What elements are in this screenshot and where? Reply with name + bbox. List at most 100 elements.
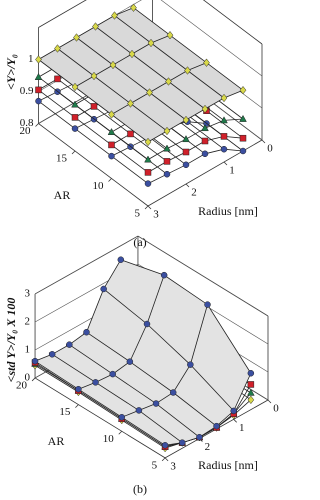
tick-mark [267, 399, 272, 404]
marker [147, 38, 155, 48]
tick-mark [147, 205, 152, 210]
marker [220, 93, 228, 103]
marker [35, 97, 42, 105]
x-tick-label: 0 [267, 143, 273, 155]
surface-line [57, 48, 168, 132]
z-axis-label: <Y>/Y₀ [4, 54, 18, 90]
marker [92, 22, 99, 31]
box-edge [34, 377, 166, 459]
z-tick-label: 0.9 [20, 85, 34, 97]
surface-patch [187, 62, 243, 98]
surface-patch [95, 15, 151, 54]
marker [111, 11, 118, 20]
surface-patch [121, 410, 183, 446]
marker [187, 361, 194, 368]
marker [163, 158, 171, 165]
tick-mark [161, 457, 166, 462]
box-edge [202, 0, 263, 45]
x-tick-label: 2 [191, 187, 197, 199]
marker [239, 134, 247, 142]
surface-patch [112, 361, 174, 404]
z-tick-label: 3 [25, 287, 31, 299]
surface-patch [111, 103, 167, 142]
marker [117, 256, 125, 263]
marker [247, 381, 255, 388]
y-tick-label: 15 [59, 406, 71, 418]
x-axis-label: Radius [nm] [198, 204, 258, 218]
marker [54, 75, 61, 83]
marker [182, 161, 190, 169]
marker [182, 148, 190, 156]
marker [163, 126, 171, 136]
surface-patch [95, 374, 157, 411]
marker [83, 328, 90, 336]
marker [220, 116, 228, 124]
surface-line [38, 76, 149, 160]
marker [107, 127, 116, 135]
marker [75, 385, 82, 393]
marker [160, 271, 168, 279]
surface-patch [69, 332, 130, 375]
surface-line [38, 7, 134, 60]
marker [71, 82, 79, 92]
tick-mark [108, 178, 112, 182]
marker [143, 320, 151, 328]
marker [35, 55, 42, 64]
surface-line [133, 7, 244, 91]
marker [163, 170, 171, 178]
tick-mark [164, 457, 169, 462]
marker [239, 85, 247, 95]
marker [126, 358, 134, 365]
marker [163, 144, 171, 152]
y-tick-label: 5 [135, 208, 141, 220]
caption: (a) [133, 235, 146, 249]
marker [71, 100, 79, 108]
marker [66, 341, 73, 348]
x-tick-label: 3 [170, 460, 176, 472]
surface-patch [86, 288, 147, 362]
tick-mark [233, 419, 237, 423]
y-tick-label: 15 [56, 153, 68, 165]
marker [127, 99, 134, 108]
x-tick-label: 2 [205, 441, 211, 453]
marker [90, 71, 98, 81]
y-axis-label: AR [48, 434, 65, 448]
marker [166, 30, 174, 40]
marker [203, 58, 210, 67]
tick-mark [223, 161, 228, 166]
marker [71, 114, 79, 121]
surface-line [111, 62, 207, 115]
surface-patch [52, 344, 113, 383]
marker [73, 33, 80, 42]
surface-line [76, 37, 187, 121]
z-tick-label: 0 [25, 371, 31, 383]
surface-line [38, 100, 149, 184]
surface-patch [173, 364, 234, 427]
marker [247, 395, 255, 405]
z-tick-label: 0.8 [20, 117, 34, 129]
tick-mark [31, 377, 36, 382]
z-tick-label: 2 [25, 315, 31, 327]
surface-patch [132, 43, 188, 82]
y-tick-label: 10 [93, 180, 105, 192]
surface-patch [156, 392, 217, 438]
marker [35, 86, 42, 94]
marker [118, 414, 125, 421]
marker [108, 152, 115, 160]
marker [182, 135, 190, 143]
marker [239, 147, 247, 155]
x-tick-label: 1 [239, 422, 245, 434]
box-edge [38, 123, 149, 207]
marker [100, 285, 107, 293]
marker [247, 370, 255, 377]
surface-line [74, 34, 171, 88]
marker [201, 137, 209, 145]
surface-patch [94, 65, 150, 104]
marker [213, 422, 220, 430]
surface-line [114, 15, 225, 99]
marker [196, 433, 203, 441]
marker [128, 49, 136, 59]
marker [144, 137, 152, 147]
marker [182, 115, 190, 125]
